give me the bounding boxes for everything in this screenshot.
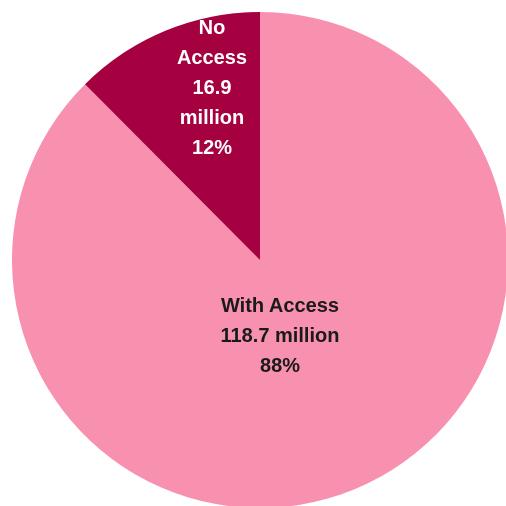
slice-label-no-access-value-1: 16.9 xyxy=(193,77,232,99)
slice-label-no-access-percent: 12% xyxy=(192,137,232,159)
slice-label-no-access-name-1: No xyxy=(199,17,226,39)
slice-no-access xyxy=(85,12,260,260)
slice-label-with-access-name: With Access xyxy=(221,295,339,317)
slice-label-with-access-percent: 88% xyxy=(260,355,300,377)
slice-label-no-access-name-2: Access xyxy=(177,47,247,69)
slice-label-no-access-value-2: million xyxy=(180,107,244,129)
slice-label-with-access-value: 118.7 million xyxy=(221,325,340,347)
slice-with-access xyxy=(11,12,506,506)
